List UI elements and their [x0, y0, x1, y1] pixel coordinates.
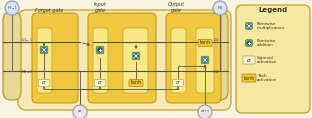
Text: $\sigma$: $\sigma$ [97, 80, 103, 86]
Circle shape [97, 47, 103, 53]
Text: tanh: tanh [130, 80, 142, 86]
Circle shape [247, 41, 251, 45]
FancyBboxPatch shape [166, 13, 221, 103]
Text: $C_t$: $C_t$ [213, 36, 219, 44]
FancyBboxPatch shape [95, 80, 105, 86]
FancyBboxPatch shape [132, 52, 140, 60]
FancyBboxPatch shape [196, 28, 214, 93]
Text: $H_t$: $H_t$ [217, 4, 223, 12]
Text: $H_{t-1}$: $H_{t-1}$ [7, 4, 17, 12]
Text: $\sigma$: $\sigma$ [175, 80, 181, 86]
Text: $C_{t-1}$: $C_{t-1}$ [21, 36, 33, 44]
FancyBboxPatch shape [93, 28, 108, 93]
Text: Pointwise
multiplication: Pointwise multiplication [257, 22, 285, 30]
FancyBboxPatch shape [210, 12, 228, 100]
Text: Pointwise
addition: Pointwise addition [257, 39, 276, 47]
Circle shape [247, 24, 251, 28]
FancyBboxPatch shape [37, 28, 52, 93]
FancyBboxPatch shape [88, 13, 156, 103]
FancyBboxPatch shape [38, 80, 50, 86]
FancyBboxPatch shape [246, 23, 252, 29]
Circle shape [198, 105, 212, 118]
Text: Forget gate: Forget gate [35, 8, 63, 13]
Text: $x_{t+n}$: $x_{t+n}$ [200, 109, 210, 115]
FancyBboxPatch shape [246, 40, 252, 46]
Text: Input
gate: Input gate [94, 2, 106, 13]
FancyBboxPatch shape [18, 10, 231, 110]
Text: tanh: tanh [199, 40, 211, 46]
Text: Tanh
activation: Tanh activation [257, 74, 277, 82]
Circle shape [5, 1, 19, 15]
Text: $H_{t-1}$: $H_{t-1}$ [21, 68, 33, 76]
Text: $x_t$: $x_t$ [77, 109, 83, 115]
Text: Legend: Legend [258, 7, 288, 13]
FancyBboxPatch shape [243, 56, 255, 64]
FancyBboxPatch shape [236, 5, 310, 113]
Text: $H_t$: $H_t$ [213, 68, 220, 76]
Text: Output
gate: Output gate [168, 2, 184, 13]
Circle shape [73, 105, 87, 118]
Text: $\sigma$: $\sigma$ [41, 80, 47, 86]
Circle shape [134, 53, 139, 59]
Text: Sigmoid
activation: Sigmoid activation [257, 56, 277, 64]
Text: tanh: tanh [243, 76, 255, 80]
FancyBboxPatch shape [40, 46, 48, 54]
FancyBboxPatch shape [198, 40, 212, 46]
FancyBboxPatch shape [201, 56, 209, 64]
Circle shape [213, 1, 227, 15]
FancyBboxPatch shape [123, 28, 148, 93]
FancyBboxPatch shape [32, 13, 78, 103]
FancyBboxPatch shape [96, 46, 104, 54]
Circle shape [41, 47, 46, 53]
FancyBboxPatch shape [129, 80, 143, 86]
FancyBboxPatch shape [171, 28, 186, 93]
FancyBboxPatch shape [242, 74, 256, 82]
Circle shape [202, 57, 207, 63]
Text: $\sigma$: $\sigma$ [246, 57, 252, 63]
FancyBboxPatch shape [173, 80, 183, 86]
FancyBboxPatch shape [3, 12, 21, 100]
